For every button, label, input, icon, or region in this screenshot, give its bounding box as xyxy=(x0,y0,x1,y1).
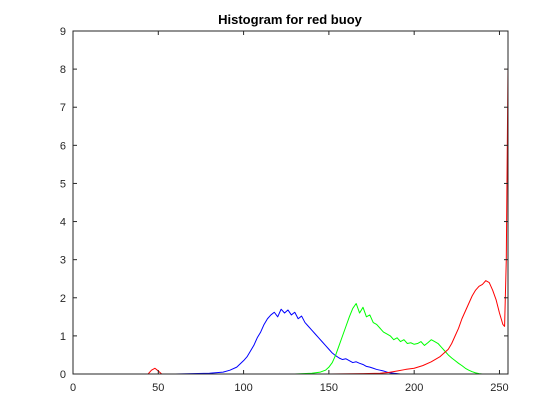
y-tick-label: 5 xyxy=(60,178,66,190)
x-tick-label: 200 xyxy=(405,382,423,394)
x-tick-label: 50 xyxy=(152,382,164,394)
y-tick-label: 7 xyxy=(60,102,66,114)
y-tick-label: 1 xyxy=(60,331,66,343)
y-tick-label: 0 xyxy=(60,369,66,381)
plot-area xyxy=(73,31,508,374)
y-tick-label: 6 xyxy=(60,140,66,152)
x-tick-label: 250 xyxy=(490,382,508,394)
axes-layer: 0 50 100 150 200 250 0 1 2 3 4 5 6 7 8 9 xyxy=(60,26,509,394)
y-tick-label: 3 xyxy=(60,255,66,267)
chart-title: Histogram for red buoy xyxy=(218,12,363,27)
axes-box xyxy=(72,30,509,375)
x-tick-label: 0 xyxy=(70,382,76,394)
y-tick-label: 9 xyxy=(60,26,66,38)
y-tick-label: 4 xyxy=(60,217,66,229)
x-tick-label: 150 xyxy=(320,382,338,394)
y-tick-label: 2 xyxy=(60,293,66,305)
y-tick-label: 8 xyxy=(60,64,66,76)
series-line-1 xyxy=(73,302,508,375)
x-tick-label: 100 xyxy=(234,382,252,394)
